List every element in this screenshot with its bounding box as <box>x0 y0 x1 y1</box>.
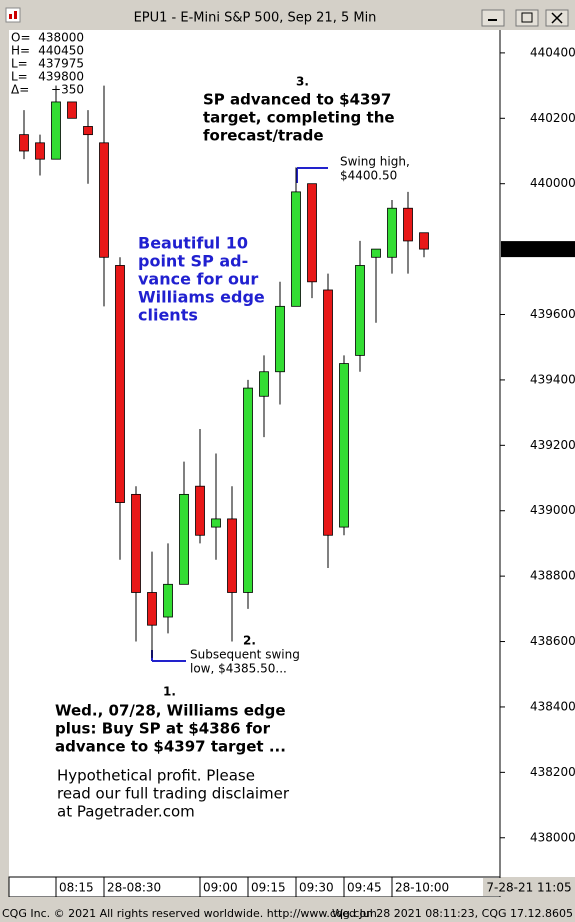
candle-body <box>403 207 413 242</box>
candle-body <box>275 305 285 373</box>
candle-body <box>243 387 253 593</box>
annotation: forecast/trade <box>203 127 324 145</box>
annotation: clients <box>138 306 198 325</box>
last-price-label: 439800 <box>530 242 575 256</box>
footer-right: Wed Jul 28 2021 08:11:23, CQG 17.12.8605 <box>332 907 573 920</box>
plot-area <box>9 30 500 877</box>
restore-icon <box>521 12 533 23</box>
candle-body <box>19 134 29 152</box>
y-tick-label: 439600 <box>530 307 575 321</box>
annotation: read our full trading disclaimer <box>57 785 290 803</box>
candle-body <box>195 485 205 536</box>
y-tick-label: 439200 <box>530 438 575 452</box>
annotation: $4400.50 <box>340 169 397 183</box>
candle-body <box>323 289 333 536</box>
title-bar <box>0 0 575 30</box>
last-price-box <box>501 241 575 258</box>
y-tick-label: 440000 <box>530 176 575 190</box>
candle-body <box>147 592 157 626</box>
candle-body <box>115 265 125 503</box>
annotation: advance to $4397 target ... <box>55 738 286 756</box>
app-icon-bar <box>14 11 17 19</box>
annotation: 3. <box>296 75 309 89</box>
annotation: Swing high, <box>340 155 410 169</box>
annotation: point SP ad- <box>138 252 248 271</box>
y-tick-label: 440200 <box>530 111 575 125</box>
footer-left: CQG Inc. © 2021 All rights reserved worl… <box>2 907 377 920</box>
y-tick-label: 438600 <box>530 634 575 648</box>
date-label: 7-28-21 11:05 <box>486 881 571 895</box>
candle-body <box>211 518 221 528</box>
annotation: target, completing the <box>203 109 395 127</box>
annotation: plus: Buy SP at $4386 for <box>55 720 271 738</box>
info-value: 438000 <box>38 31 84 45</box>
annotation: Wed., 07/28, Williams edge <box>55 702 286 720</box>
candle-body <box>67 101 77 119</box>
candle-body <box>355 265 365 356</box>
info-value: +350 <box>51 83 84 97</box>
info-label: L= <box>11 57 28 71</box>
date-box <box>483 878 575 896</box>
annotation: 2. <box>243 634 256 648</box>
minimize-button[interactable] <box>481 9 505 27</box>
x-tick-label: 09:45 <box>347 881 382 895</box>
info-label: Δ= <box>11 83 29 97</box>
info-label: H= <box>11 44 30 58</box>
y-tick-label: 439400 <box>530 372 575 386</box>
chart-title: EPU1 - E-Mini S&P 500, Sep 21, 5 Min <box>134 11 377 26</box>
y-tick-label: 438800 <box>530 569 575 583</box>
info-label: O= <box>11 31 31 45</box>
candle-body <box>35 142 45 160</box>
candle-body <box>227 518 237 593</box>
restore-button[interactable] <box>515 9 539 27</box>
annotation: at Pagetrader.com <box>57 803 195 821</box>
price-axis <box>500 30 575 877</box>
annotation: SP advanced to $4397 <box>203 91 391 109</box>
footer <box>0 905 575 922</box>
y-tick-label: 438000 <box>530 830 575 844</box>
candle-body <box>259 371 269 397</box>
app-icon-bar <box>9 14 12 19</box>
x-tick-label: 09:00 <box>203 881 238 895</box>
candle-body <box>371 248 381 258</box>
candle-body <box>291 191 301 307</box>
info-label: L= <box>11 70 28 84</box>
y-tick-label: 439000 <box>530 503 575 517</box>
minimize-icon <box>488 19 497 21</box>
candle-body <box>131 493 141 593</box>
annotation: 1. <box>163 685 176 699</box>
y-tick-label: 438400 <box>530 699 575 713</box>
info-value: 440450 <box>38 44 84 58</box>
candle-body <box>179 493 189 585</box>
annotation: Hypothetical profit. Please <box>57 767 255 785</box>
candle-body <box>163 583 173 618</box>
annotation: low, $4385.50... <box>190 662 287 676</box>
annotation: Williams edge <box>138 288 265 307</box>
candle-body <box>339 363 349 528</box>
status-gap <box>0 897 575 905</box>
x-tick-label: 09:15 <box>251 881 286 895</box>
x-tick-label: 09:30 <box>299 881 334 895</box>
annotation: Subsequent swing <box>190 648 300 662</box>
x-tick-label: 28-10:00 <box>395 881 449 895</box>
candle-body <box>51 101 61 160</box>
y-tick-label: 440400 <box>530 45 575 59</box>
candle-body <box>99 142 109 258</box>
y-tick-label: 438200 <box>530 765 575 779</box>
annotation: Beautiful 10 <box>138 234 248 253</box>
app-icon <box>5 7 21 23</box>
x-tick-label: 08:15 <box>59 881 94 895</box>
annotation: vance for our <box>138 270 258 289</box>
x-tick-label: 28-08:30 <box>107 881 161 895</box>
candle-body <box>83 126 93 136</box>
info-value: 437975 <box>38 57 84 71</box>
info-value: 439800 <box>38 70 84 84</box>
candle-body <box>387 207 397 258</box>
candle-body <box>307 183 317 283</box>
candle-body <box>419 232 429 250</box>
close-icon <box>551 12 563 24</box>
